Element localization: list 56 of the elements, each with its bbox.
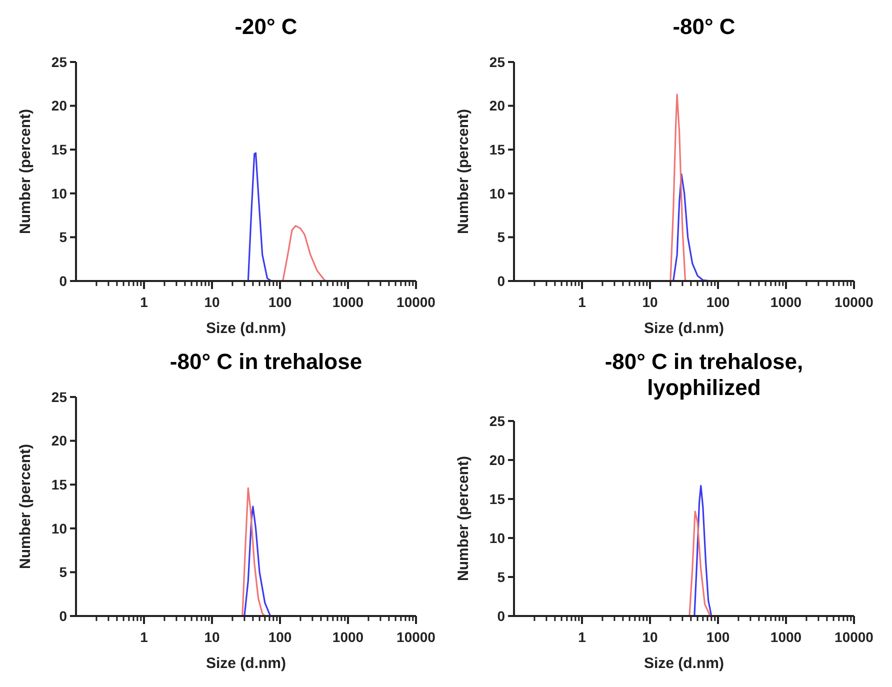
x-tick-label: 100 — [268, 629, 292, 645]
y-tick-label: 0 — [59, 608, 68, 624]
x-tick-label: 1 — [578, 294, 586, 310]
y-tick-label: 25 — [51, 388, 68, 405]
x-axis-title: Size (d.nm) — [206, 655, 286, 672]
y-tick-label: 20 — [51, 98, 68, 114]
x-tick-label: 10 — [642, 629, 658, 645]
x-tick-label: 10000 — [396, 629, 436, 645]
y-axis-title: Number (percent) — [17, 444, 34, 570]
x-tick-label: 10000 — [396, 294, 436, 310]
y-tick-label: 10 — [51, 185, 68, 202]
chart-title: -80° C in trehalose, lyophilized — [604, 349, 804, 400]
x-tick-label: 10 — [642, 294, 658, 310]
x-tick-label: 1000 — [332, 294, 364, 310]
y-tick-label: 15 — [489, 490, 506, 507]
x-tick-label: 1 — [578, 629, 586, 645]
y-axis-title: Number (percent) — [455, 108, 472, 234]
y-tick-label: 20 — [51, 432, 68, 449]
y-tick-label: 15 — [51, 142, 68, 158]
y-axis-title: Number (percent) — [455, 456, 472, 582]
x-tick-label: 1000 — [770, 629, 802, 645]
x-tick-label: 10 — [204, 294, 220, 310]
x-tick-label: 1 — [140, 294, 148, 310]
y-tick-label: 0 — [497, 272, 506, 289]
y-tick-label: 5 — [59, 564, 68, 580]
x-tick-label: 100 — [268, 294, 292, 310]
y-tick-label: 20 — [489, 452, 506, 468]
x-tick-label: 100 — [706, 294, 730, 310]
x-tick-label: 1000 — [332, 629, 364, 645]
x-tick-label: 10 — [204, 629, 220, 645]
chart-title: -80° C — [672, 14, 736, 39]
chart-title: -80° C in trehalose — [170, 349, 362, 374]
y-tick-label: 15 — [51, 476, 68, 492]
x-tick-label: 1 — [140, 629, 148, 645]
y-tick-label: 20 — [489, 98, 506, 114]
y-tick-label: 10 — [489, 530, 506, 546]
y-tick-label: 0 — [497, 608, 506, 624]
x-tick-label: 10000 — [834, 629, 874, 645]
y-tick-label: 5 — [497, 568, 506, 585]
y-tick-label: 10 — [51, 520, 68, 536]
y-tick-label: 15 — [489, 142, 506, 158]
y-axis-title: Number (percent) — [17, 108, 34, 234]
y-tick-label: 25 — [489, 54, 506, 70]
x-axis-title: Size (d.nm) — [644, 655, 724, 672]
y-tick-label: 5 — [59, 229, 68, 246]
y-tick-label: 10 — [489, 185, 506, 202]
x-tick-label: 10000 — [834, 294, 874, 310]
x-tick-label: 1000 — [770, 294, 802, 310]
y-tick-label: 25 — [51, 54, 68, 70]
y-tick-label: 0 — [59, 272, 68, 289]
y-tick-label: 5 — [497, 229, 506, 246]
x-axis-title: Size (d.nm) — [206, 320, 286, 337]
x-tick-label: 100 — [706, 629, 730, 645]
y-tick-label: 25 — [489, 412, 506, 429]
x-axis-title: Size (d.nm) — [644, 320, 724, 337]
chart-title: -20° C — [234, 14, 298, 39]
